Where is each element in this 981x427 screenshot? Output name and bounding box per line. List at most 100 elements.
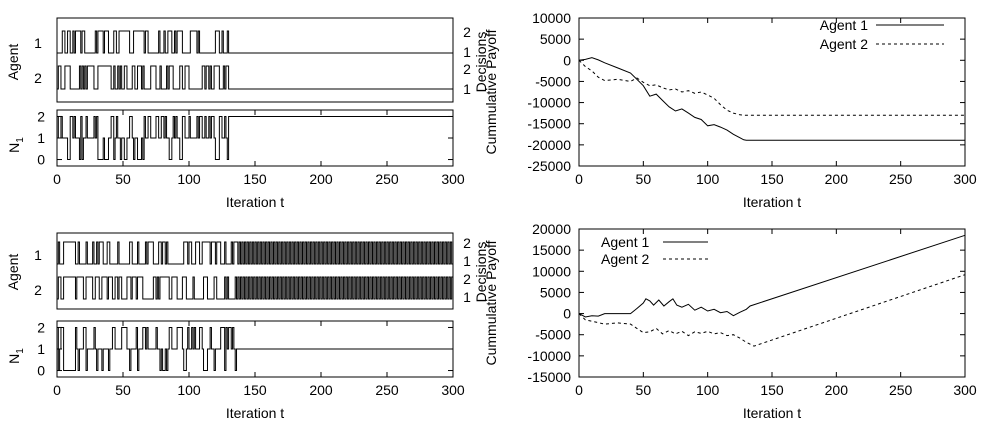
n1-ytick-label: 1 <box>37 341 45 357</box>
bottom-right-yticks: -15000 -10000 -5000 0 5000 10000 15000 20000 <box>527 221 965 385</box>
bottom-left-n1-line <box>57 326 453 372</box>
payoff-ytick-label: -15000 <box>527 116 571 132</box>
bottom-left-agent-tick-1: 1 <box>34 247 42 263</box>
bottom-right-xlabel: Iteration t <box>743 405 801 421</box>
top-left-n1-yticks: 0 1 2 <box>37 108 453 168</box>
payoff-ytick-label: -15000 <box>527 369 571 385</box>
bottom-right-series <box>578 234 966 347</box>
payoff-ytick-label: -10000 <box>527 95 571 111</box>
n1-line <box>57 326 453 372</box>
n1-ytick-label: 1 <box>37 130 45 146</box>
bottom-right-x-tick-label: 300 <box>953 382 977 398</box>
bottom-left-x-tick-label: 0 <box>53 382 61 398</box>
payoff-ytick-label: 5000 <box>540 31 571 47</box>
bottom-right-legend-label-2: Agent 2 <box>601 251 649 267</box>
top-left-agent-tick-1: 1 <box>34 35 42 51</box>
top-left-n1-panel: 012 N1 0 50 100 150 200 250 300 Iteration t <box>6 108 465 210</box>
agent-1-decision-line <box>57 30 453 54</box>
top-right-x-tick-label: 100 <box>696 171 720 187</box>
payoff-ytick-label: -5000 <box>535 73 571 89</box>
top-left-x-tick-label: 300 <box>441 171 465 187</box>
bottom-right-x-tick-label: 100 <box>696 382 720 398</box>
bottom-right-x-tick-label: 50 <box>636 382 652 398</box>
top-left-n1-line <box>57 115 453 161</box>
payoff-ytick-label: 5000 <box>540 284 571 300</box>
top-right-yticks: -25000 -20000 -15000 -10000 -5000 0 5000 10000 <box>527 10 965 174</box>
bottom-right-payoff-chart: -15000 -10000 -5000 0 5000 10000 15000 20000 0 5… <box>483 221 977 421</box>
bottom-left-agent-decision-lines <box>57 241 453 300</box>
agent-2-decision-line <box>57 276 453 300</box>
top-left-agent-frame <box>56 17 454 103</box>
top-left-n1-ylabel: N1 <box>6 137 26 153</box>
top-left-decision-tick-3: 1 <box>463 81 471 97</box>
bottom-left-n1-ylabel-sub: 1 <box>15 348 26 354</box>
payoff-ytick-label: 0 <box>563 52 571 68</box>
payoff-ytick-label: -25000 <box>527 158 571 174</box>
bottom-left-decision-tick-2: 2 <box>463 271 471 287</box>
top-right-series <box>578 57 965 141</box>
bottom-left-x-tick-label: 200 <box>309 382 333 398</box>
top-left-agent-ylabel: Agent <box>5 44 21 81</box>
bottom-right-x-tick-label: 200 <box>825 382 849 398</box>
bottom-right-x-tick-label: 0 <box>575 382 583 398</box>
top-right-legend-label-1: Agent 1 <box>820 17 868 33</box>
payoff-ytick-label: 10000 <box>532 263 571 279</box>
payoff-ytick-label: 0 <box>563 306 571 322</box>
payoff-series-2 <box>578 59 965 116</box>
bottom-left-agent-panel: 1 2 Agent 2 1 2 1 Decisions <box>5 232 489 310</box>
top-left-agent-decision-lines <box>57 30 453 90</box>
top-right-x-tick-label: 200 <box>825 171 849 187</box>
bottom-left-n1-yticks: 0 1 2 <box>37 319 453 379</box>
n1-ytick-label: 2 <box>37 319 45 335</box>
top-left-n1-ylabel-main: N <box>6 143 22 153</box>
bottom-left-n1-ylabel-main: N <box>6 354 22 364</box>
top-left-x-tick-label: 150 <box>243 171 267 187</box>
top-left-decisions-ylabel: Decisions <box>473 32 489 93</box>
payoff-series-1 <box>578 57 965 141</box>
top-left-x-tick-label: 200 <box>309 171 333 187</box>
payoff-ytick-label: 15000 <box>532 242 571 258</box>
top-left-n1-ylabel-sub: 1 <box>15 137 26 143</box>
top-left-xlabel: Iteration t <box>226 194 284 210</box>
bottom-left-agent-tick-2: 2 <box>34 282 42 298</box>
bottom-left-x-tick-label: 100 <box>177 382 201 398</box>
payoff-series-2 <box>578 274 966 347</box>
bottom-right-x-tick-label: 150 <box>760 382 784 398</box>
bottom-right-legend-label-1: Agent 1 <box>601 234 649 250</box>
payoff-ytick-label: -5000 <box>535 327 571 343</box>
bottom-left-x-tick-label: 50 <box>115 382 131 398</box>
bottom-left-xticks: 0 50 100 150 200 250 300 <box>53 321 465 398</box>
top-left-x-tick-label: 0 <box>53 171 61 187</box>
bottom-left-n1-panel: 012 N1 0 50 100 150 200 250 300 Iteration t <box>6 319 465 421</box>
top-left-agent-tick-2: 2 <box>34 70 42 86</box>
top-left-x-tick-label: 250 <box>375 171 399 187</box>
bottom-left-decision-tick-1: 1 <box>463 253 471 269</box>
top-left-x-tick-label: 100 <box>177 171 201 187</box>
n1-ytick-label: 2 <box>37 108 45 124</box>
n1-ytick-label: 0 <box>37 152 45 168</box>
bottom-right-x-tick-label: 250 <box>889 382 913 398</box>
top-right-x-tick-label: 150 <box>760 171 784 187</box>
top-right-legend-label-2: Agent 2 <box>820 36 868 52</box>
bottom-right-ylabel: Cummulative Payoff <box>483 240 499 365</box>
top-right-xlabel: Iteration t <box>743 194 801 210</box>
top-left-decision-tick-2: 2 <box>463 61 471 77</box>
bottom-left-decision-tick-3: 1 <box>463 289 471 305</box>
top-right-x-tick-label: 50 <box>636 171 652 187</box>
top-right-x-tick-label: 250 <box>889 171 913 187</box>
bottom-left-x-tick-label: 300 <box>441 382 465 398</box>
top-left-agent-panel: 1 2 Agent 2 1 2 1 Decisions <box>5 17 489 103</box>
n1-line <box>57 115 453 161</box>
payoff-ytick-label: 20000 <box>532 221 571 237</box>
bottom-right-xticks: 0 50 100 150 200 250 300 <box>575 229 977 398</box>
bottom-left-decision-tick-0: 2 <box>463 235 471 251</box>
top-right-legend: Agent 1 Agent 2 <box>820 17 944 52</box>
agent-1-decision-line <box>57 241 453 265</box>
bottom-left-agent-frame <box>56 232 454 310</box>
top-left-decision-tick-1: 1 <box>463 44 471 60</box>
top-right-payoff-chart: -25000-20000-15000-10000-50000500010000 … <box>483 10 977 210</box>
bottom-left-xlabel: Iteration t <box>226 405 284 421</box>
payoff-ytick-label: -20000 <box>527 137 571 153</box>
payoff-ytick-label: -10000 <box>527 348 571 364</box>
